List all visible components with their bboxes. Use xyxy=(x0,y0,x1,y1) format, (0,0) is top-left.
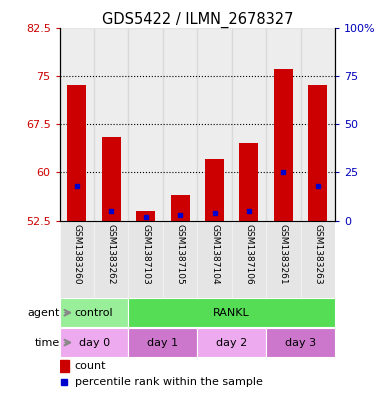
Bar xyxy=(129,220,163,298)
Bar xyxy=(60,298,129,327)
Bar xyxy=(163,220,197,298)
Bar xyxy=(232,28,266,220)
Text: day 1: day 1 xyxy=(147,338,179,347)
Bar xyxy=(171,195,189,220)
Bar xyxy=(136,211,155,220)
Text: GSM1387106: GSM1387106 xyxy=(244,224,253,285)
Bar xyxy=(266,220,301,298)
Title: GDS5422 / ILMN_2678327: GDS5422 / ILMN_2678327 xyxy=(102,11,293,28)
Bar xyxy=(239,143,258,220)
Bar xyxy=(67,85,86,220)
Text: GSM1387103: GSM1387103 xyxy=(141,224,150,285)
Bar xyxy=(60,328,129,357)
Bar xyxy=(197,28,232,220)
Bar xyxy=(274,69,293,220)
Bar xyxy=(163,28,197,220)
Text: GSM1383260: GSM1383260 xyxy=(72,224,81,285)
Bar xyxy=(60,220,94,298)
Bar xyxy=(60,28,94,220)
Text: day 0: day 0 xyxy=(79,338,110,347)
Text: GSM1383262: GSM1383262 xyxy=(107,224,116,285)
Bar xyxy=(232,220,266,298)
Bar xyxy=(102,137,121,220)
Text: count: count xyxy=(75,361,106,371)
Text: day 2: day 2 xyxy=(216,338,247,347)
Bar xyxy=(129,328,197,357)
Text: day 3: day 3 xyxy=(285,338,316,347)
Bar xyxy=(308,85,327,220)
Text: GSM1383261: GSM1383261 xyxy=(279,224,288,285)
Bar xyxy=(301,220,335,298)
Text: control: control xyxy=(75,308,114,318)
Bar xyxy=(94,28,129,220)
Text: RANKL: RANKL xyxy=(213,308,250,318)
Text: percentile rank within the sample: percentile rank within the sample xyxy=(75,377,263,387)
Bar xyxy=(197,220,232,298)
Bar xyxy=(266,328,335,357)
Bar xyxy=(301,28,335,220)
Bar xyxy=(205,160,224,220)
Text: GSM1387104: GSM1387104 xyxy=(210,224,219,285)
Bar xyxy=(60,360,69,372)
Text: time: time xyxy=(34,338,60,347)
Bar xyxy=(94,220,129,298)
Bar xyxy=(266,28,301,220)
Bar xyxy=(129,28,163,220)
Bar xyxy=(129,298,335,327)
Text: GSM1383263: GSM1383263 xyxy=(313,224,322,285)
Bar xyxy=(197,328,266,357)
Text: GSM1387105: GSM1387105 xyxy=(176,224,185,285)
Text: agent: agent xyxy=(27,308,60,318)
